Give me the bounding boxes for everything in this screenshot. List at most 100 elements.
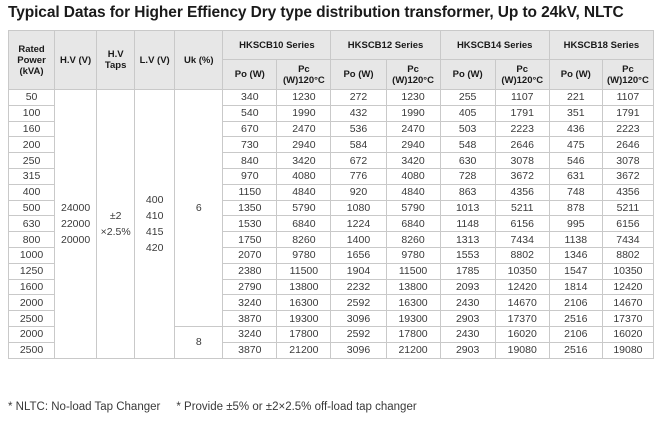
table-row: 2000 3240 16300 2592 16300 2430 14670 2106 14670 (7, 294, 655, 312)
rated-power-cell: 315 (7, 167, 56, 185)
header-po: Po (W) (439, 59, 496, 90)
header-pc: Pc (W)120°C (385, 59, 441, 90)
po-cell: 3240 (222, 325, 278, 343)
pc-cell: 5211 (601, 199, 655, 217)
po-cell: 221 (548, 89, 603, 106)
uk-cell: 6 (174, 89, 224, 327)
pc-cell: 1107 (494, 89, 550, 106)
pc-cell: 5211 (494, 199, 550, 217)
po-cell: 475 (548, 136, 603, 154)
pc-cell: 19080 (494, 341, 550, 359)
rated-power-cell: 2000 (7, 294, 56, 312)
po-cell: 1346 (548, 246, 603, 264)
pc-cell: 3078 (601, 152, 655, 169)
table-row: 50 24000 22000 20000 ±2 ×2.5% 400 410 415 4… (7, 89, 655, 359)
po-cell: 2070 (222, 246, 278, 264)
po-cell: 351 (548, 104, 603, 122)
rated-power-cell: 2000 (7, 325, 56, 343)
rated-power-cell: 50 (7, 89, 56, 106)
rated-power-cell: 200 (7, 136, 56, 154)
pc-cell: 2940 (276, 136, 332, 154)
po-cell: 1080 (330, 199, 387, 217)
pc-cell: 16300 (276, 294, 332, 312)
pc-cell: 2470 (385, 120, 441, 138)
pc-cell: 3078 (494, 152, 550, 169)
rated-power-cell: 160 (7, 120, 56, 138)
pc-cell: 17370 (494, 310, 550, 327)
po-cell: 630 (439, 152, 496, 169)
po-cell: 546 (548, 152, 603, 169)
header-lv: L.V (V) (134, 30, 176, 90)
header-hv-taps: H.V Taps (96, 30, 136, 90)
page-title: Typical Datas for Higher Effiency Dry ty… (8, 4, 624, 21)
pc-cell: 8802 (494, 246, 550, 264)
po-cell: 995 (548, 215, 603, 233)
header-uk: Uk (%) (174, 30, 224, 90)
rated-power-cell: 2500 (7, 310, 56, 327)
po-cell: 1400 (330, 231, 387, 248)
po-cell: 1313 (439, 231, 496, 248)
pc-cell: 1791 (601, 104, 655, 122)
header-pc: Pc (W)120°C (494, 59, 550, 90)
header-series-hkscb10: HKSCB10 Series (222, 30, 332, 60)
header-pc: Pc (W)120°C (276, 59, 332, 90)
pc-cell: 4080 (385, 167, 441, 185)
pc-cell: 12420 (494, 278, 550, 296)
po-cell: 340 (222, 89, 278, 106)
pc-cell: 13800 (276, 278, 332, 296)
header-po: Po (W) (548, 59, 603, 90)
pc-cell: 12420 (601, 278, 655, 296)
rated-power-cell: 1250 (7, 262, 56, 280)
po-cell: 840 (222, 152, 278, 169)
po-cell: 2106 (548, 294, 603, 312)
pc-cell: 2223 (494, 120, 550, 138)
po-cell: 1656 (330, 246, 387, 264)
pc-cell: 2940 (385, 136, 441, 154)
header-series-hkscb14: HKSCB14 Series (439, 30, 550, 60)
po-cell: 748 (548, 183, 603, 201)
pc-cell: 2646 (494, 136, 550, 154)
po-cell: 1814 (548, 278, 603, 296)
pc-cell: 5790 (385, 199, 441, 217)
po-cell: 970 (222, 167, 278, 185)
po-cell: 503 (439, 120, 496, 138)
pc-cell: 14670 (494, 294, 550, 312)
pc-cell: 17800 (385, 325, 441, 343)
po-cell: 730 (222, 136, 278, 154)
po-cell: 2232 (330, 278, 387, 296)
pc-cell: 4840 (385, 183, 441, 201)
po-cell: 1547 (548, 262, 603, 280)
pc-cell: 1990 (276, 104, 332, 122)
po-cell: 1138 (548, 231, 603, 248)
table-row: 250 840 3420 672 3420 630 3078 546 3078 (7, 152, 655, 169)
pc-cell: 8802 (601, 246, 655, 264)
po-cell: 728 (439, 167, 496, 185)
po-cell: 670 (222, 120, 278, 138)
pc-cell: 1230 (385, 89, 441, 106)
po-cell: 536 (330, 120, 387, 138)
header-series-hkscb12: HKSCB12 Series (330, 30, 441, 60)
po-cell: 2903 (439, 341, 496, 359)
po-cell: 1224 (330, 215, 387, 233)
pc-cell: 1107 (601, 89, 655, 106)
pc-cell: 6840 (276, 215, 332, 233)
pc-cell: 13800 (385, 278, 441, 296)
pc-cell: 2223 (601, 120, 655, 138)
po-cell: 1785 (439, 262, 496, 280)
po-cell: 2592 (330, 325, 387, 343)
po-cell: 540 (222, 104, 278, 122)
rated-power-cell: 630 (7, 215, 56, 233)
pc-cell: 17370 (601, 310, 655, 327)
pc-cell: 6156 (494, 215, 550, 233)
po-cell: 1750 (222, 231, 278, 248)
po-cell: 1553 (439, 246, 496, 264)
po-cell: 1013 (439, 199, 496, 217)
table-row: 2000 8 3240 17800 2592 17800 2430 16020 2106 1602… (7, 325, 655, 359)
footnotes: * NLTC: No-load Tap Changer * Provide ±5%… (8, 401, 417, 413)
pc-cell: 10350 (601, 262, 655, 280)
po-cell: 3096 (330, 341, 387, 359)
pc-cell: 4356 (601, 183, 655, 201)
pc-cell: 21200 (276, 341, 332, 359)
pc-cell: 21200 (385, 341, 441, 359)
